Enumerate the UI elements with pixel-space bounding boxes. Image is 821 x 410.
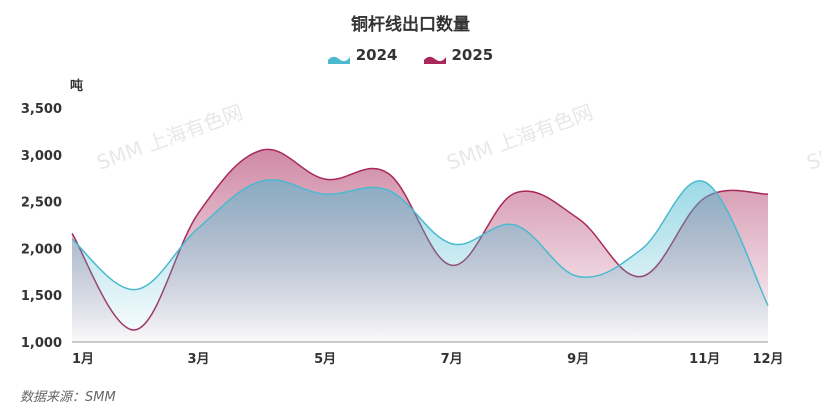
series-area-2024: [72, 179, 768, 342]
x-tick-label: 5月: [314, 352, 336, 367]
x-tick-label: 1月: [72, 352, 94, 367]
y-tick-label: 1,500: [21, 289, 62, 304]
x-tick-label: 7月: [441, 352, 463, 367]
source-note: 数据来源：SMM: [20, 390, 116, 405]
legend-label-2024: 2024: [355, 46, 398, 64]
x-tick-label: 12月: [752, 352, 783, 367]
legend-label-2025: 2025: [451, 46, 494, 64]
series-line-2024: [71, 179, 769, 306]
watermark-text: SMM 上海有色网: [804, 100, 821, 175]
watermark-text: SMM 上海有色网: [444, 100, 597, 175]
y-tick-label: 3,000: [21, 149, 62, 164]
x-tick-label: 11月: [689, 352, 720, 367]
legend-item-2025[interactable]: 2025: [423, 46, 494, 64]
y-tick-label: 2,000: [21, 242, 62, 257]
y-tick-label: 2,500: [21, 196, 62, 211]
legend-swatch-2025: [423, 50, 446, 64]
legend[interactable]: 2024 2025: [0, 46, 821, 64]
legend-swatch-2024: [327, 50, 350, 64]
y-tick-label: 1,000: [21, 336, 62, 351]
legend-item-2024[interactable]: 2024: [327, 46, 398, 64]
y-tick-label: 3,500: [21, 102, 62, 117]
watermark-text: SMM 上海有色网: [94, 100, 247, 175]
y-axis-unit: 吨: [70, 79, 84, 94]
x-tick-label: 9月: [567, 352, 589, 367]
chart-title: 铜杆线出口数量: [351, 15, 470, 35]
x-tick-label: 3月: [188, 352, 210, 367]
